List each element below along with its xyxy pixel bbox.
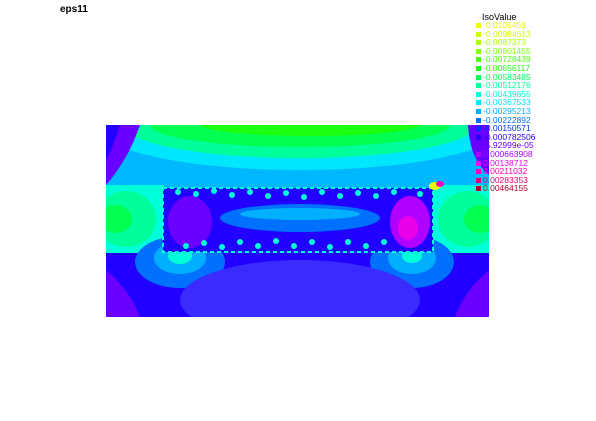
- legend-label: 0.00138712: [483, 157, 528, 168]
- right-side-green: [464, 205, 489, 233]
- legend-entry: -0.00439855: [476, 88, 594, 100]
- legend-label: -0.0105459: [483, 20, 527, 30]
- legend-swatch: [476, 126, 481, 132]
- legend-swatch: [476, 31, 481, 37]
- legend-entry: -0.00150571: [476, 123, 594, 134]
- legend-swatch: [476, 100, 481, 106]
- legend-swatch: [476, 177, 481, 183]
- inner-right-magenta: [398, 216, 418, 240]
- legend-swatch: [476, 143, 481, 149]
- upper-bright-green: [200, 125, 420, 136]
- legend-label: -0.00150571: [483, 123, 531, 134]
- left-corner-blue: [106, 125, 120, 160]
- corner-hotspot-magenta: [436, 181, 444, 187]
- legend-swatch: [476, 40, 481, 46]
- legend-label: -0.00512176: [483, 80, 531, 91]
- legend-label: 0.00211032: [483, 166, 528, 177]
- legend-label: -0.00656117: [483, 62, 531, 73]
- inner-center-cyan: [240, 208, 360, 220]
- legend-entry: 0.000663908: [476, 148, 594, 160]
- plot-title: eps11: [60, 4, 88, 15]
- legend-swatch: [476, 57, 481, 63]
- legend-label: -0.00984613: [483, 28, 531, 39]
- legend-entry: -0.00984613: [476, 28, 594, 40]
- interface-speckles: [175, 188, 423, 250]
- legend-swatch: [476, 74, 481, 80]
- legend-entry: -0.0105459: [476, 20, 594, 31]
- isovalue-legend: IsoValue -0.0105459 -0.00984613 -0.0087373…: [476, 12, 594, 194]
- legend-label: -0.00367533: [483, 97, 531, 108]
- legend-label: 0.00464155: [483, 183, 528, 194]
- legend-entry: -0.00222892: [476, 114, 594, 126]
- legend-label: -0.000782506: [483, 131, 536, 142]
- legend-swatch: [476, 169, 481, 175]
- legend-label: -0.00728439: [483, 54, 531, 65]
- lower-center-blue: [180, 260, 420, 317]
- right-side-teal: [438, 191, 489, 247]
- legend-label: -0.00439855: [483, 88, 531, 99]
- inner-left-purple: [168, 196, 212, 248]
- legend-label: 0.000663908: [483, 148, 533, 159]
- legend-title: IsoValue: [482, 12, 517, 22]
- legend-label: 0.00283353: [483, 174, 528, 185]
- legend-entry: -0.0087373: [476, 37, 594, 48]
- legend-swatch: [476, 186, 481, 192]
- legend-entry: -0.00728439: [476, 54, 594, 65]
- lower-right-corner-purple: [455, 270, 489, 317]
- legend-swatch: [476, 108, 481, 114]
- legend-label: -0.00295213: [483, 105, 531, 116]
- legend-label: -0.00222892: [483, 114, 531, 125]
- legend-entry: -0.00367533: [476, 97, 594, 108]
- legend-entry: 0.00283353: [476, 174, 594, 186]
- legend-rows: -0.0105459 -0.00984613 -0.0087373 -0.008014…: [476, 20, 594, 194]
- legend-entry: -5.92999e-05: [476, 140, 594, 151]
- legend-entry: -0.00583485: [476, 71, 594, 83]
- lower-left-corner-purple: [106, 270, 140, 317]
- legend-swatch: [476, 151, 481, 157]
- legend-entry: -0.00295213: [476, 105, 594, 117]
- legend-entry: -0.000782506: [476, 131, 594, 143]
- legend-swatch: [476, 48, 481, 54]
- legend-entry: 0.00138712: [476, 157, 594, 169]
- inner-rectangle-border: [162, 187, 434, 253]
- legend-entry: -0.00512176: [476, 80, 594, 91]
- legend-label: -0.0087373: [483, 37, 527, 48]
- legend-swatch: [476, 83, 481, 89]
- field-domain: [106, 125, 489, 317]
- legend-label: -5.92999e-05: [483, 140, 534, 151]
- right-corner-purple: [468, 125, 489, 175]
- legend-entry: -0.00656117: [476, 62, 594, 74]
- legend-swatch: [476, 91, 481, 97]
- left-side-green: [106, 205, 132, 233]
- legend-swatch: [476, 23, 481, 28]
- legend-entry: 0.00211032: [476, 166, 594, 177]
- legend-entry: 0.00464155: [476, 183, 594, 194]
- legend-swatch: [476, 134, 481, 140]
- legend-swatch: [476, 160, 481, 166]
- legend-swatch: [476, 117, 481, 123]
- legend-swatch: [476, 65, 481, 71]
- legend-entry: -0.00801455: [476, 45, 594, 57]
- legend-label: -0.00583485: [483, 71, 531, 82]
- legend-label: -0.00801455: [483, 45, 531, 56]
